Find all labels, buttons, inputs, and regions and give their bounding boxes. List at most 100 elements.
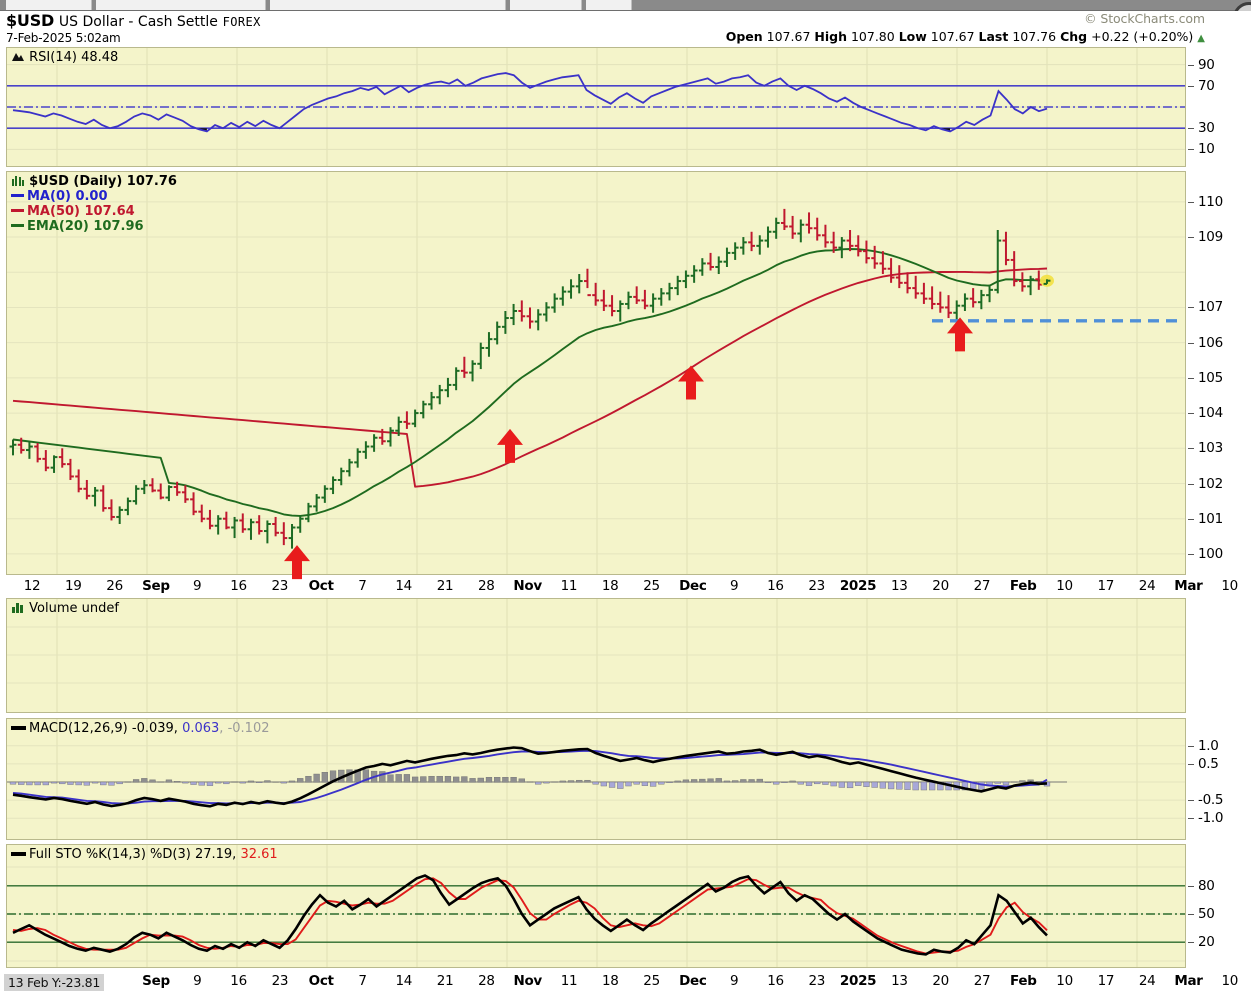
browser-tab-strip: [0, 0, 1251, 11]
ma50-swatch: [11, 209, 24, 212]
browser-tab-stub[interactable]: [586, 0, 632, 10]
bar-chart-icon: [11, 175, 25, 187]
stochastic-panel[interactable]: Full STO %K(14,3) %D(3) 27.19, 32.61: [6, 844, 1186, 968]
axis-label: 0.5: [1198, 756, 1219, 772]
last-value: 107.76: [1012, 29, 1056, 44]
macd-value: -0.039: [132, 721, 174, 736]
rsi-panel[interactable]: RSI(14) 48.48: [6, 47, 1186, 167]
date-axis-label: 10: [1056, 578, 1073, 594]
price-y-axis: 110109107106105104103102101100107.96107.…: [1188, 171, 1250, 575]
axis-label: -0.5: [1198, 792, 1223, 808]
volume-plot: [7, 599, 1185, 712]
date-axis-label: 9: [730, 973, 738, 989]
axis-tick: [1188, 746, 1194, 747]
price-legend-title-row: $USD (Daily) 107.76: [11, 174, 177, 189]
date-axis-label: 16: [767, 578, 784, 594]
date-axis-label: 19: [65, 578, 82, 594]
date-axis-label: 9: [193, 578, 201, 594]
axis-tick: [1188, 484, 1194, 485]
ma50-row: MA(50) 107.64: [11, 204, 177, 219]
date-axis-label: 26: [106, 578, 123, 594]
date-axis-label: Mar: [1174, 973, 1202, 989]
chart-header: $USD US Dollar - Cash Settle FOREX 7-Feb…: [0, 11, 1251, 47]
date-axis-label: Sep: [142, 973, 170, 989]
ma0-row: MA(0) 0.00: [11, 189, 177, 204]
date-axis-label: Sep: [142, 578, 170, 594]
volume-panel[interactable]: Volume undef: [6, 598, 1186, 713]
ema20-swatch: [11, 224, 24, 227]
cursor-readout: 13 Feb Y:-23.81: [4, 974, 104, 991]
axis-label: 100: [1198, 546, 1223, 562]
date-axis-label: 24: [1139, 973, 1156, 989]
date-axis-label: Dec: [679, 578, 706, 594]
ma50-label: MA(50) 107.64: [27, 204, 135, 219]
rsi-legend-text: RSI(14) 48.48: [29, 50, 118, 65]
date-axis-label: 14: [395, 578, 412, 594]
date-axis-label: 7: [358, 973, 366, 989]
date-axis-label: 28: [478, 578, 495, 594]
date-axis-label: 11: [561, 973, 578, 989]
macd-plot: [7, 719, 1185, 839]
axis-label: 1.0: [1198, 738, 1219, 754]
chg-label: Chg: [1060, 29, 1087, 44]
open-label: Open: [726, 29, 763, 44]
browser-tab-stub[interactable]: [270, 0, 506, 10]
macd-panel[interactable]: MACD(12,26,9) -0.039, 0.063, -0.102: [6, 718, 1186, 840]
date-axis-label: 11: [561, 578, 578, 594]
date-axis-label: Dec: [679, 973, 706, 989]
axis-label: 102: [1198, 476, 1223, 492]
date-axis-label: Mar: [1174, 578, 1202, 594]
ticker-symbol: $USD: [6, 11, 54, 30]
axis-tick: [1188, 413, 1194, 414]
axis-tick: [1188, 307, 1194, 308]
date-axis-label: 14: [396, 973, 413, 989]
browser-tab-stub[interactable]: [510, 0, 582, 10]
date-axis-label: 17: [1098, 973, 1115, 989]
stochastic-plot: [7, 845, 1185, 967]
axis-label: 20: [1198, 934, 1215, 950]
axis-label: -1.0: [1198, 810, 1223, 826]
date-axis-label: 2025: [840, 973, 876, 989]
date-axis-label: 7: [358, 578, 366, 594]
axis-label: 107: [1198, 299, 1223, 315]
sto-k-value: 27.19: [195, 847, 232, 862]
axis-label: 105: [1198, 370, 1223, 386]
last-label: Last: [979, 29, 1009, 44]
date-axis-label: 10: [1056, 973, 1073, 989]
macd-legend-prefix: MACD(12,26,9): [29, 721, 128, 736]
axis-tick: [1188, 128, 1194, 129]
date-axis-label: 18: [602, 973, 619, 989]
date-axis-label: 27: [974, 578, 991, 594]
chg-value: +0.22 (+0.20%): [1091, 29, 1193, 44]
macd-legend: MACD(12,26,9) -0.039, 0.063, -0.102: [11, 721, 270, 736]
macd-signal-value: 0.063: [182, 721, 219, 736]
axis-tick: [1188, 237, 1194, 238]
price-panel[interactable]: $USD (Daily) 107.76 MA(0) 0.00 MA(50) 10…: [6, 171, 1186, 575]
low-label: Low: [899, 29, 927, 44]
date-axis-label: 10: [1222, 973, 1239, 989]
date-axis-label: Nov: [513, 973, 541, 989]
mountain-icon: [11, 51, 25, 62]
axis-tick: [1188, 343, 1194, 344]
axis-tick: [1188, 942, 1194, 943]
rsi-legend: RSI(14) 48.48: [11, 50, 118, 65]
axis-label: 109: [1198, 229, 1223, 245]
axis-tick: [1188, 149, 1194, 150]
security-name: US Dollar - Cash Settle: [59, 14, 218, 30]
axis-label: 80: [1198, 878, 1215, 894]
date-axis-label: 21: [437, 973, 454, 989]
date-axis-label: 23: [272, 578, 289, 594]
stockcharts-chart: $USD US Dollar - Cash Settle FOREX 7-Feb…: [0, 11, 1251, 957]
price-plot: [7, 172, 1185, 574]
axis-tick: [1188, 202, 1194, 203]
browser-tab-stub[interactable]: [6, 0, 92, 10]
browser-tab-stub[interactable]: [96, 0, 266, 10]
sto-legend-prefix: Full STO %K(14,3) %D(3): [29, 847, 191, 862]
date-axis-label: 18: [602, 578, 619, 594]
price-legend-title: $USD (Daily) 107.76: [29, 174, 177, 189]
date-axis-label: Feb: [1010, 578, 1037, 594]
axis-tick: [1188, 378, 1194, 379]
axis-label: 110: [1198, 194, 1223, 210]
axis-tick: [1188, 800, 1194, 801]
axis-tick: [1188, 818, 1194, 819]
